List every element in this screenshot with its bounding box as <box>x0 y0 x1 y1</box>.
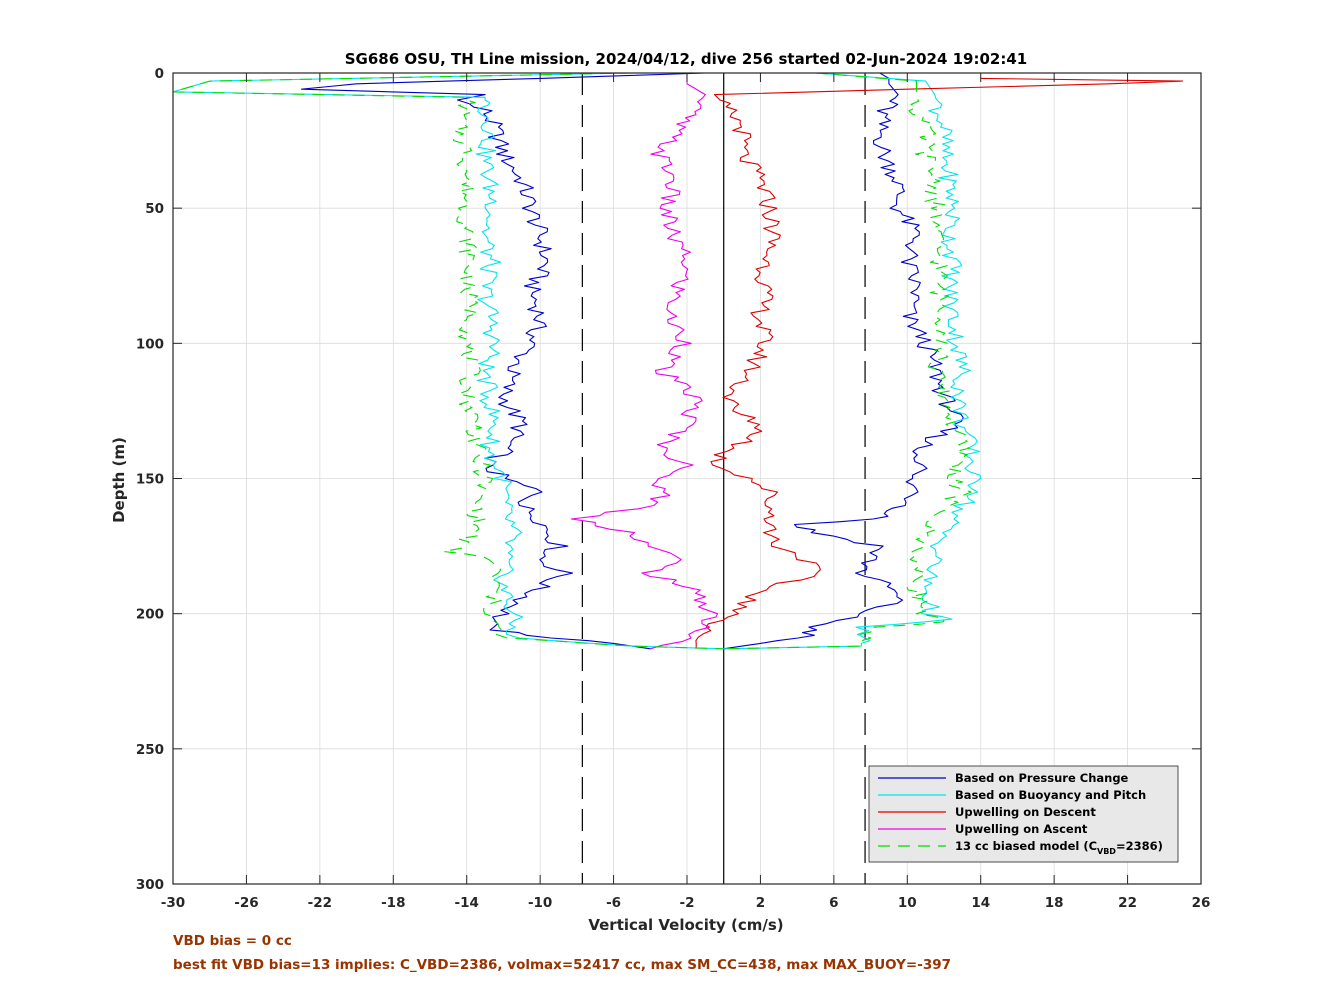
y-tick-label: 50 <box>145 201 164 217</box>
y-axis-label: Depth (m) <box>110 437 128 523</box>
x-tick-label: 26 <box>1192 895 1211 911</box>
x-tick-label: -14 <box>455 895 479 911</box>
x-tick-label: -18 <box>381 895 405 911</box>
series-line-13-cc-biased-model-c-vbd-2386--descent <box>172 72 724 650</box>
legend-label: Upwelling on Descent <box>955 805 1096 819</box>
y-tick-label: 250 <box>136 742 164 758</box>
series-group <box>172 72 1184 650</box>
vbd-bias-note: VBD bias = 0 cc <box>173 933 292 949</box>
series-line-based-on-buoyancy-and-pitch-ascent <box>723 72 982 650</box>
x-tick-label: -10 <box>528 895 552 911</box>
y-tick-label: 0 <box>155 66 164 82</box>
series-line-13-cc-biased-model-c-vbd-2386--ascent <box>723 72 972 650</box>
x-tick-label: 14 <box>971 895 990 911</box>
legend-label: Upwelling on Ascent <box>955 822 1088 836</box>
x-tick-label: -6 <box>606 895 621 911</box>
series-line-upwelling-on-descent <box>695 77 1184 649</box>
chart-title: SG686 OSU, TH Line mission, 2024/04/12, … <box>345 50 1028 68</box>
y-tick-label: 300 <box>136 877 164 893</box>
series-line-based-on-pressure-change-descent <box>300 72 706 650</box>
x-tick-label: 22 <box>1118 895 1137 911</box>
x-tick-label: -30 <box>161 895 185 911</box>
legend-label: 13 cc biased model (CVBD=2386) <box>955 839 1163 856</box>
y-tick-label: 100 <box>136 336 164 352</box>
legend: Based on Pressure Change Based on Buoyanc… <box>868 765 1179 863</box>
series-line-upwelling-on-ascent <box>570 73 719 650</box>
x-tick-label: -2 <box>680 895 695 911</box>
grid <box>172 72 1202 885</box>
x-tick-label: -26 <box>234 895 258 911</box>
series-line-based-on-buoyancy-and-pitch-descent <box>172 72 724 650</box>
y-tick-label: 150 <box>136 472 164 488</box>
x-tick-label: 18 <box>1045 895 1064 911</box>
x-tick-label: -22 <box>308 895 332 911</box>
legend-label: Based on Buoyancy and Pitch <box>955 788 1146 802</box>
legend-label: Based on Pressure Change <box>955 771 1129 785</box>
best-fit-note: best fit VBD bias=13 implies: C_VBD=2386… <box>173 957 952 973</box>
x-tick-label: 6 <box>829 895 838 911</box>
ticks: -30 -26 -22 -18 -14 -10 -6 -2 2 6 10 14 18 22 26050100… <box>136 66 1211 911</box>
x-axis-label: Vertical Velocity (cm/s) <box>588 916 783 934</box>
reference-lines <box>581 73 866 884</box>
x-tick-label: 2 <box>756 895 765 911</box>
series-line-based-on-pressure-change-ascent <box>723 72 964 650</box>
x-tick-label: 10 <box>898 895 917 911</box>
y-tick-label: 200 <box>136 607 164 623</box>
